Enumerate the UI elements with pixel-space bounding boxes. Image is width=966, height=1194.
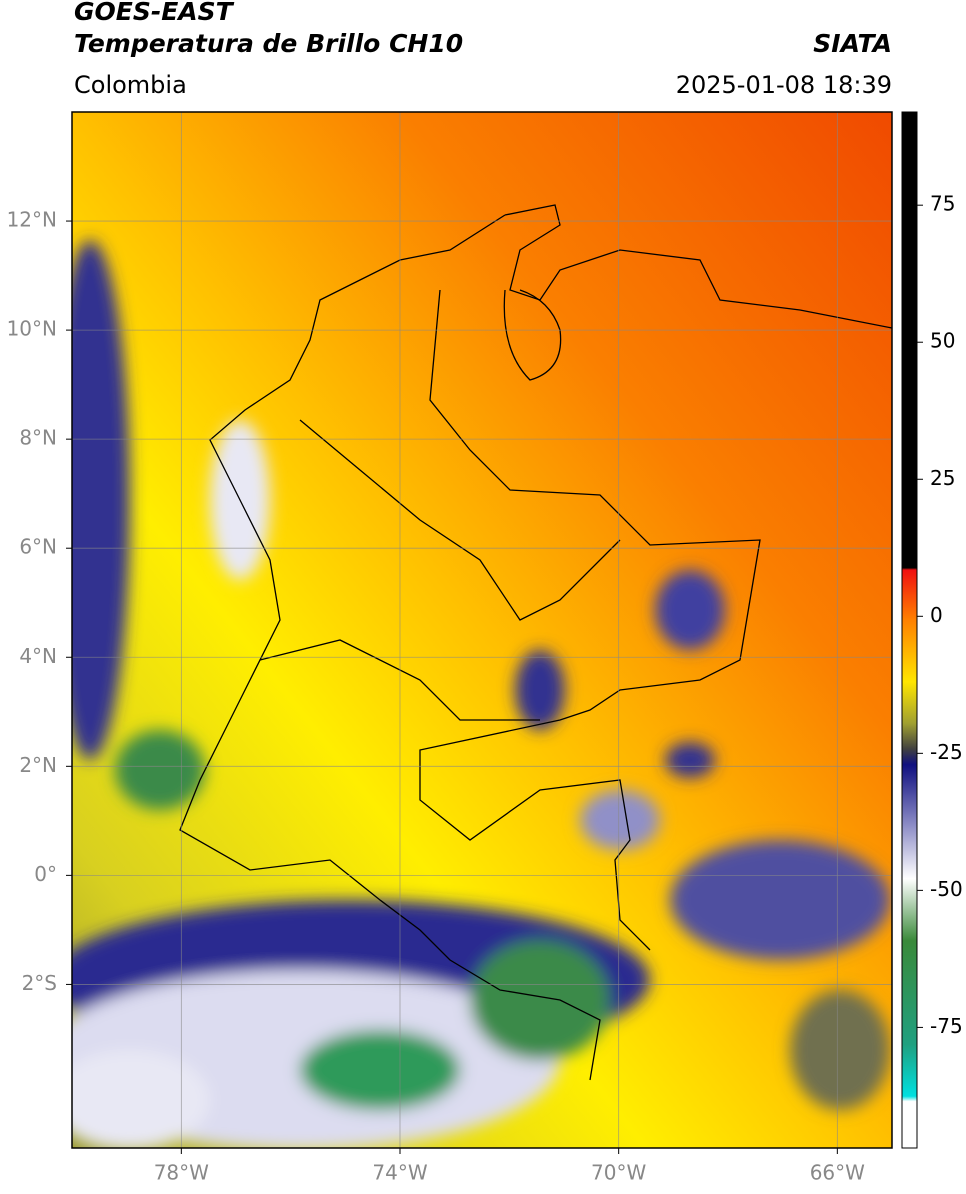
- colorbar: [901, 111, 918, 1149]
- colorbar-tick-label: -75: [930, 1014, 963, 1038]
- lon-tick-label: 66°W: [810, 1161, 865, 1185]
- lon-tick-label: 74°W: [372, 1161, 427, 1185]
- satellite-image: [72, 112, 892, 1148]
- lat-tick-label: 8°N: [19, 426, 57, 450]
- lon-tick-label: 70°W: [591, 1161, 646, 1185]
- colorbar-tick-label: 50: [930, 329, 955, 353]
- lat-tick-label: 4°N: [19, 644, 57, 668]
- colorbar-tick-label: 25: [930, 466, 955, 490]
- graticule: [72, 112, 892, 1148]
- colorbar-tick-label: -25: [930, 740, 963, 764]
- lat-tick-label: 6°N: [19, 535, 57, 559]
- lat-tick-label: 2°N: [19, 753, 57, 777]
- colorbar-tick-label: 0: [930, 603, 943, 627]
- colorbar-tick-label: -50: [930, 877, 963, 901]
- lat-tick-label: 0°: [34, 862, 57, 886]
- title: GOES-EAST: [74, 0, 235, 26]
- timestamp: 2025-01-08 18:39: [676, 71, 892, 99]
- subtitle: Temperatura de Brillo CH10: [74, 29, 463, 58]
- map-frame: [71, 111, 893, 1149]
- lat-tick-label: 2°S: [22, 971, 57, 995]
- lat-tick-label: 12°N: [7, 208, 57, 232]
- colorbar-tick-label: 75: [930, 192, 955, 216]
- source: SIATA: [813, 29, 892, 58]
- region: Colombia: [74, 71, 187, 99]
- lat-tick-label: 10°N: [7, 317, 57, 341]
- lon-tick-label: 78°W: [154, 1161, 209, 1185]
